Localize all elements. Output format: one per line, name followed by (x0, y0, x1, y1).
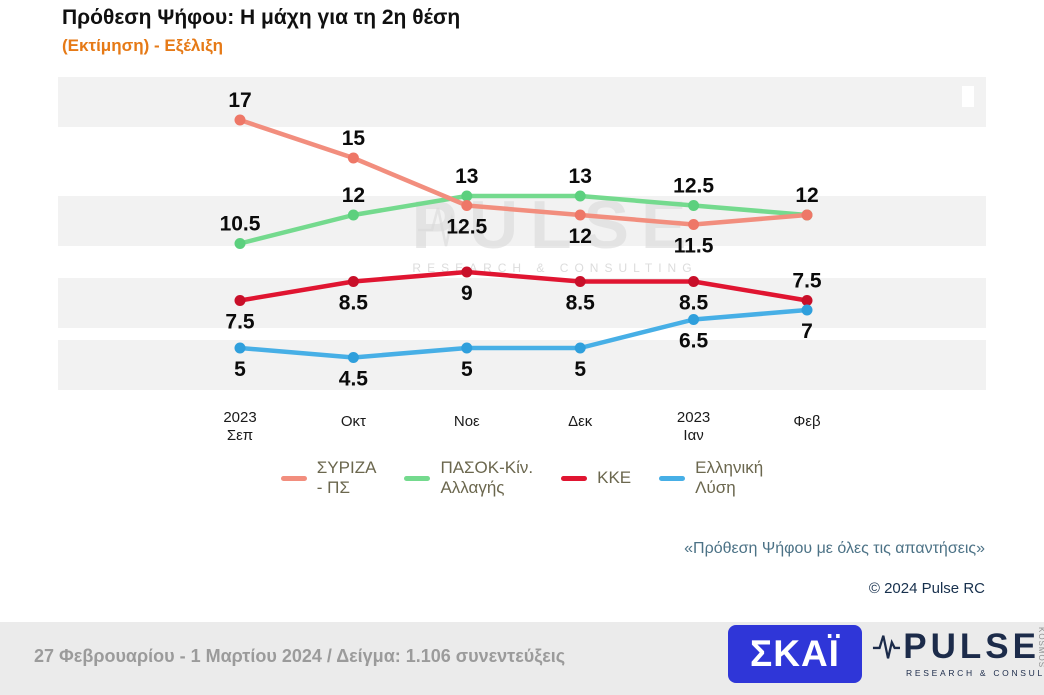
data-point (461, 342, 473, 354)
value-label: 13 (455, 165, 478, 188)
value-label: 5 (234, 358, 246, 381)
value-label: 15 (342, 127, 366, 150)
copyright-note: © 2024 Pulse RC (868, 580, 985, 597)
x-tick-label: 2023 (223, 409, 256, 426)
value-label: 10.5 (220, 213, 261, 236)
value-label: 6.5 (679, 330, 709, 353)
pulse-logo-text: PULSE (903, 627, 1040, 666)
skai-logo: ΣΚΑΪ (728, 625, 862, 683)
x-tick-label: Ιαν (683, 427, 703, 444)
legend-marker (280, 475, 307, 481)
value-label: 7.5 (225, 311, 255, 334)
data-point (347, 209, 359, 221)
data-point (234, 295, 246, 306)
x-tick-label: Σεπ (227, 427, 253, 444)
legend-label: Ελληνική Λύση (695, 458, 764, 498)
methodology-note: «Πρόθεση Ψήφου με όλες τις απαντήσεις» (684, 540, 985, 557)
data-point (347, 152, 359, 164)
value-label: 9 (461, 282, 473, 305)
value-label: 12.5 (673, 175, 714, 198)
x-tick-label: Δεκ (568, 413, 593, 430)
value-label: 12 (795, 184, 818, 207)
pulse-logo-subtext: RESEARCH & CONSULTING (906, 668, 1044, 678)
page-title: Πρόθεση Ψήφου: Η μάχη για τη 2η θέση (62, 6, 461, 29)
legend-marker (404, 475, 431, 481)
value-label: 8.5 (339, 292, 369, 315)
data-point (461, 266, 473, 278)
value-label: 17 (228, 89, 251, 112)
x-tick-label: Φεβ (793, 413, 821, 430)
data-point (347, 276, 359, 287)
watermark-waveform-icon (418, 207, 470, 247)
data-point (574, 190, 586, 202)
series-line-2 (237, 269, 810, 303)
data-point (688, 200, 700, 211)
data-point (688, 219, 700, 230)
x-tick-label: Οκτ (341, 413, 366, 430)
series-line-3 (237, 307, 810, 360)
value-label: 12 (342, 184, 365, 207)
series-line-1 (237, 193, 810, 246)
legend-label: ΠΑΣΟΚ-Κίν. Αλλαγής (440, 458, 534, 498)
page-subtitle: (Εκτίμηση) - Εξέλιξη (62, 36, 224, 55)
legend-item-3: Ελληνική Λύση (659, 458, 763, 499)
data-point (801, 304, 813, 316)
value-label: 11.5 (674, 235, 714, 258)
value-label: 5 (461, 358, 473, 381)
data-point (688, 276, 700, 287)
data-point (574, 342, 586, 354)
data-point (461, 200, 473, 211)
value-label: 7 (801, 320, 813, 343)
fieldwork-text: 27 Φεβρουαρίου - 1 Μαρτίου 2024 / Δείγμα… (34, 646, 566, 666)
data-point (574, 209, 586, 221)
legend-item-1: ΠΑΣΟΚ-Κίν. Αλλαγής (404, 458, 533, 499)
data-point (688, 314, 700, 325)
data-point (234, 238, 246, 249)
data-point (234, 114, 246, 126)
chart-legend: ΣΥΡΙΖΑ - ΠΣ ΠΑΣΟΚ-Κίν. Αλλαγής ΚΚΕ Ελληνική Λύ… (0, 458, 1044, 499)
chart-row-band (58, 77, 986, 127)
kosmos-logo-text: KOSMOS (1037, 627, 1044, 669)
legend-label: ΣΥΡΙΖΑ - ΠΣ (316, 458, 377, 498)
value-label: 8.5 (566, 292, 596, 315)
x-tick-label: Νοε (454, 413, 480, 430)
skai-logo-text: ΣΚΑΪ (750, 633, 840, 674)
pulse-waveform-icon (872, 635, 901, 659)
data-point (801, 295, 813, 306)
value-label: 8.5 (679, 292, 709, 315)
legend-item-0: ΣΥΡΙΖΑ - ΠΣ (280, 458, 377, 499)
series-line-0 (237, 117, 810, 227)
value-label: 4.5 (339, 368, 369, 391)
x-tick-label: 2023 (677, 409, 710, 426)
value-label: 5 (574, 358, 586, 381)
data-point (234, 342, 246, 354)
data-point (801, 209, 813, 221)
data-point (574, 276, 586, 287)
legend-item-2: ΚΚΕ (561, 468, 631, 488)
data-point (461, 190, 473, 202)
legend-marker (561, 475, 588, 481)
value-label: 12 (569, 225, 592, 248)
chart-row-band (58, 278, 986, 328)
value-label: 12.5 (446, 216, 487, 239)
band-notch (962, 86, 974, 107)
pulse-logo: PULSE KOSMOS RESEARCH & CONSULTING (872, 627, 1044, 689)
value-label: 7.5 (792, 270, 822, 293)
legend-marker (659, 475, 686, 481)
footer-bar: 27 Φεβρουαρίου - 1 Μαρτίου 2024 / Δείγμα… (0, 622, 1044, 695)
data-point (347, 352, 359, 363)
value-label: 13 (569, 165, 592, 188)
chart-row-band (58, 196, 986, 246)
legend-label: ΚΚΕ (597, 468, 632, 488)
